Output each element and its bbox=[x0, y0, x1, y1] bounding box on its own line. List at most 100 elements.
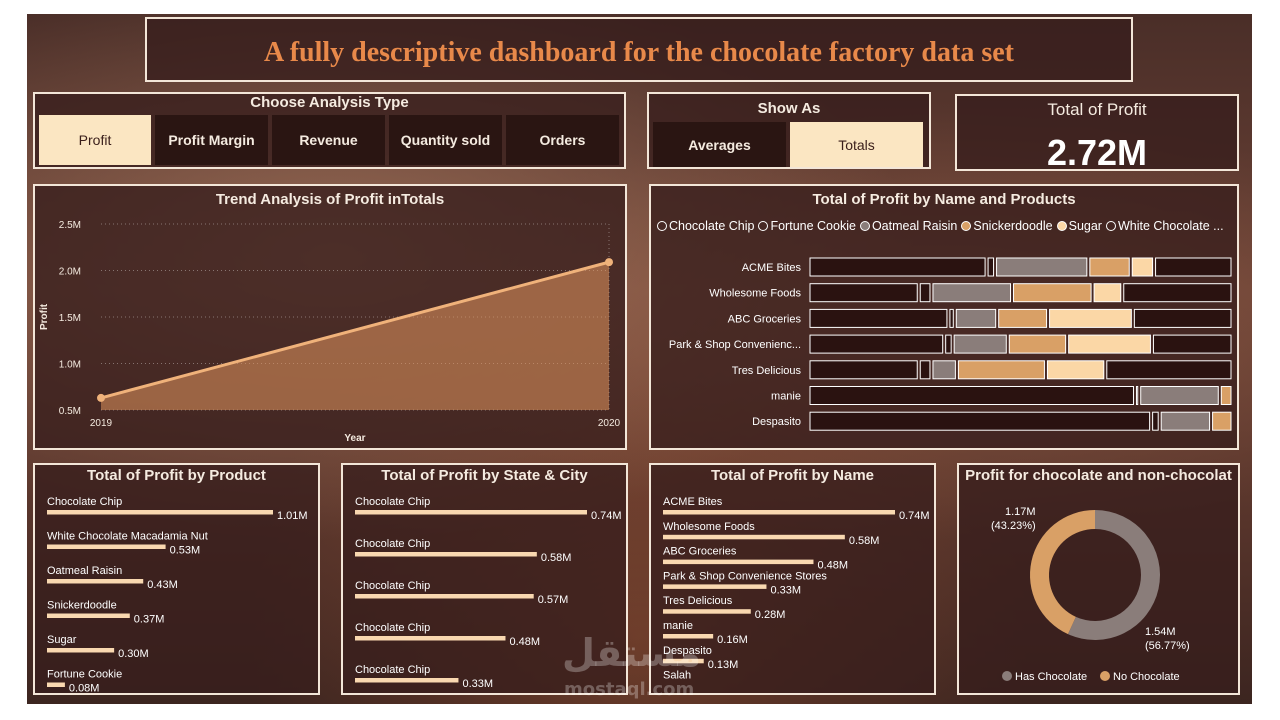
state-bar bbox=[355, 678, 459, 683]
stacked-bar-segment bbox=[1008, 334, 1067, 354]
stacked-bar-segment bbox=[949, 308, 954, 328]
stacked-bar-segment bbox=[987, 257, 995, 277]
analysis-type-label: Choose Analysis Type bbox=[250, 94, 409, 111]
stacked-legend-item[interactable]: Fortune Cookie bbox=[758, 219, 856, 233]
name-bar bbox=[663, 658, 704, 664]
show-totals-button[interactable]: Totals bbox=[790, 122, 923, 167]
stacked-bar-segment bbox=[1220, 386, 1232, 405]
by-product-chart: Chocolate Chip 1.01M White Chocolate Macad… bbox=[47, 496, 308, 694]
name-category-label: Wholesome Foods bbox=[663, 521, 755, 533]
stacked-legend-item[interactable]: Oatmeal Raisin bbox=[859, 219, 958, 233]
stacked-legend-label: Oatmeal Raisin bbox=[871, 219, 958, 233]
donut-percent-label: (43.23%) bbox=[991, 520, 1036, 532]
state-value-label: 0.74M bbox=[591, 510, 622, 522]
product-category-label: Fortune Cookie bbox=[47, 669, 122, 681]
stacked-bar-segment bbox=[957, 360, 1045, 380]
trend-panel: Trend Analysis of Profit inTotals 2.5M 2.… bbox=[33, 184, 627, 450]
state-category-label: Chocolate Chip bbox=[355, 622, 430, 634]
analysis-profit-button[interactable]: Profit bbox=[39, 115, 151, 165]
product-bar bbox=[47, 613, 130, 618]
name-category-label: Despasito bbox=[663, 645, 712, 657]
trend-point bbox=[97, 393, 105, 402]
stacked-bar-segment bbox=[809, 334, 944, 354]
name-bar bbox=[663, 534, 845, 540]
title-panel: A fully descriptive dashboard for the ch… bbox=[145, 17, 1133, 82]
stacked-chart: ACME Bites Wholesome Foods ABC Groceries Pa… bbox=[669, 257, 1232, 431]
stacked-bar-segment bbox=[1123, 283, 1232, 303]
product-bar bbox=[47, 544, 166, 549]
circle-outline-icon bbox=[657, 221, 667, 231]
name-value-label: 0.74M bbox=[899, 510, 930, 522]
dashboard: A fully descriptive dashboard for the ch… bbox=[27, 14, 1252, 704]
state-bar bbox=[355, 594, 534, 599]
stacked-bar-segment bbox=[1131, 257, 1154, 277]
state-bar bbox=[355, 552, 537, 557]
state-category-label: Chocolate Chip bbox=[355, 664, 430, 676]
donut-title: Profit for chocolate and non-chocolat bbox=[965, 467, 1232, 484]
stacked-bar-segment bbox=[809, 411, 1151, 431]
name-bar bbox=[663, 634, 714, 639]
product-category-label: White Chocolate Macadamia Nut bbox=[47, 531, 208, 543]
stacked-category-label: ABC Groceries bbox=[728, 313, 802, 325]
kpi-label: Total of Profit bbox=[1047, 100, 1147, 119]
product-value-label: 0.43M bbox=[147, 579, 178, 591]
stacked-category-label: Wholesome Foods bbox=[709, 288, 801, 300]
trend-point bbox=[605, 258, 613, 267]
stacked-bar-segment bbox=[1049, 308, 1132, 328]
stacked-bar-segment bbox=[1013, 283, 1092, 303]
stacked-category-label: manie bbox=[771, 391, 801, 403]
stacked-legend-item[interactable]: Snickerdoodle bbox=[961, 219, 1053, 233]
stacked-bar-segment bbox=[998, 308, 1048, 328]
trend-xtick-label: 2019 bbox=[90, 418, 113, 429]
analysis-quantity-sold-button[interactable]: Quantity sold bbox=[389, 115, 502, 165]
stacked-bar-segment bbox=[1155, 257, 1232, 277]
trend-line bbox=[100, 260, 610, 400]
product-bar bbox=[47, 682, 65, 687]
stacked-legend-item[interactable]: White Chocolate ... bbox=[1105, 219, 1224, 233]
product-category-label: Oatmeal Raisin bbox=[47, 565, 122, 577]
stacked-legend-item[interactable]: Chocolate Chip bbox=[657, 219, 754, 233]
donut-slice bbox=[1067, 510, 1160, 640]
donut-legend-label: No Chocolate bbox=[1113, 671, 1180, 683]
stacked-legend-item[interactable]: Sugar bbox=[1056, 219, 1102, 233]
product-value-label: 0.37M bbox=[134, 614, 165, 626]
kpi-card: Total of Profit 2.72M bbox=[955, 94, 1239, 173]
circle-filled-tan-icon bbox=[961, 221, 972, 231]
stacked-bar-segment bbox=[945, 334, 952, 354]
product-value-label: 0.53M bbox=[170, 545, 201, 557]
state-bar bbox=[355, 636, 506, 641]
product-value-label: 1.01M bbox=[277, 510, 308, 522]
product-category-label: Chocolate Chip bbox=[47, 496, 122, 508]
stacked-bar-segment bbox=[1089, 257, 1130, 277]
stacked-bar-segment bbox=[809, 386, 1134, 405]
trend-area bbox=[101, 262, 609, 410]
state-value-label: 0.48M bbox=[509, 636, 540, 648]
stacked-bar-segment bbox=[996, 257, 1088, 277]
analysis-orders-button[interactable]: Orders bbox=[506, 115, 619, 165]
stacked-bar-segment bbox=[1106, 360, 1232, 380]
dashboard-title: A fully descriptive dashboard for the ch… bbox=[264, 37, 1014, 68]
product-bar bbox=[47, 510, 273, 515]
state-category-label: Chocolate Chip bbox=[355, 496, 430, 508]
name-value-label: 0.28M bbox=[755, 609, 786, 621]
state-value-label: 0.33M bbox=[462, 678, 493, 690]
stacked-legend-label: Chocolate Chip bbox=[669, 219, 755, 233]
circle-outline-icon bbox=[1105, 221, 1116, 231]
by-product-title: Total of Profit by Product bbox=[87, 467, 266, 484]
by-name-panel: Total of Profit by Name ACME Bites 0.74M W… bbox=[649, 463, 936, 695]
stacked-legend-label: Fortune Cookie bbox=[770, 219, 856, 233]
name-category-label: Tres Delicious bbox=[663, 595, 733, 607]
name-value-label: 0.58M bbox=[849, 535, 880, 547]
donut-chart: 1.54M (56.77%) 1.17M (43.23%) Has Chocolate N… bbox=[991, 506, 1190, 683]
trend-chart: 2.5M 2.0M 1.5M 1.0M 0.5M 2019 2020 Year Profit bbox=[39, 220, 621, 444]
name-category-label: ACME Bites bbox=[663, 496, 723, 508]
analysis-revenue-button[interactable]: Revenue bbox=[272, 115, 385, 165]
stacked-bar-segment bbox=[932, 283, 1012, 303]
show-averages-button[interactable]: Averages bbox=[653, 122, 786, 167]
product-bar bbox=[47, 579, 144, 584]
analysis-profit-margin-button[interactable]: Profit Margin bbox=[155, 115, 268, 165]
state-value-label: 0.57M bbox=[538, 594, 569, 606]
product-value-label: 0.08M bbox=[69, 683, 100, 694]
trend-yaxis-label: Profit bbox=[39, 303, 50, 330]
stacked-bar-segment bbox=[919, 360, 931, 380]
